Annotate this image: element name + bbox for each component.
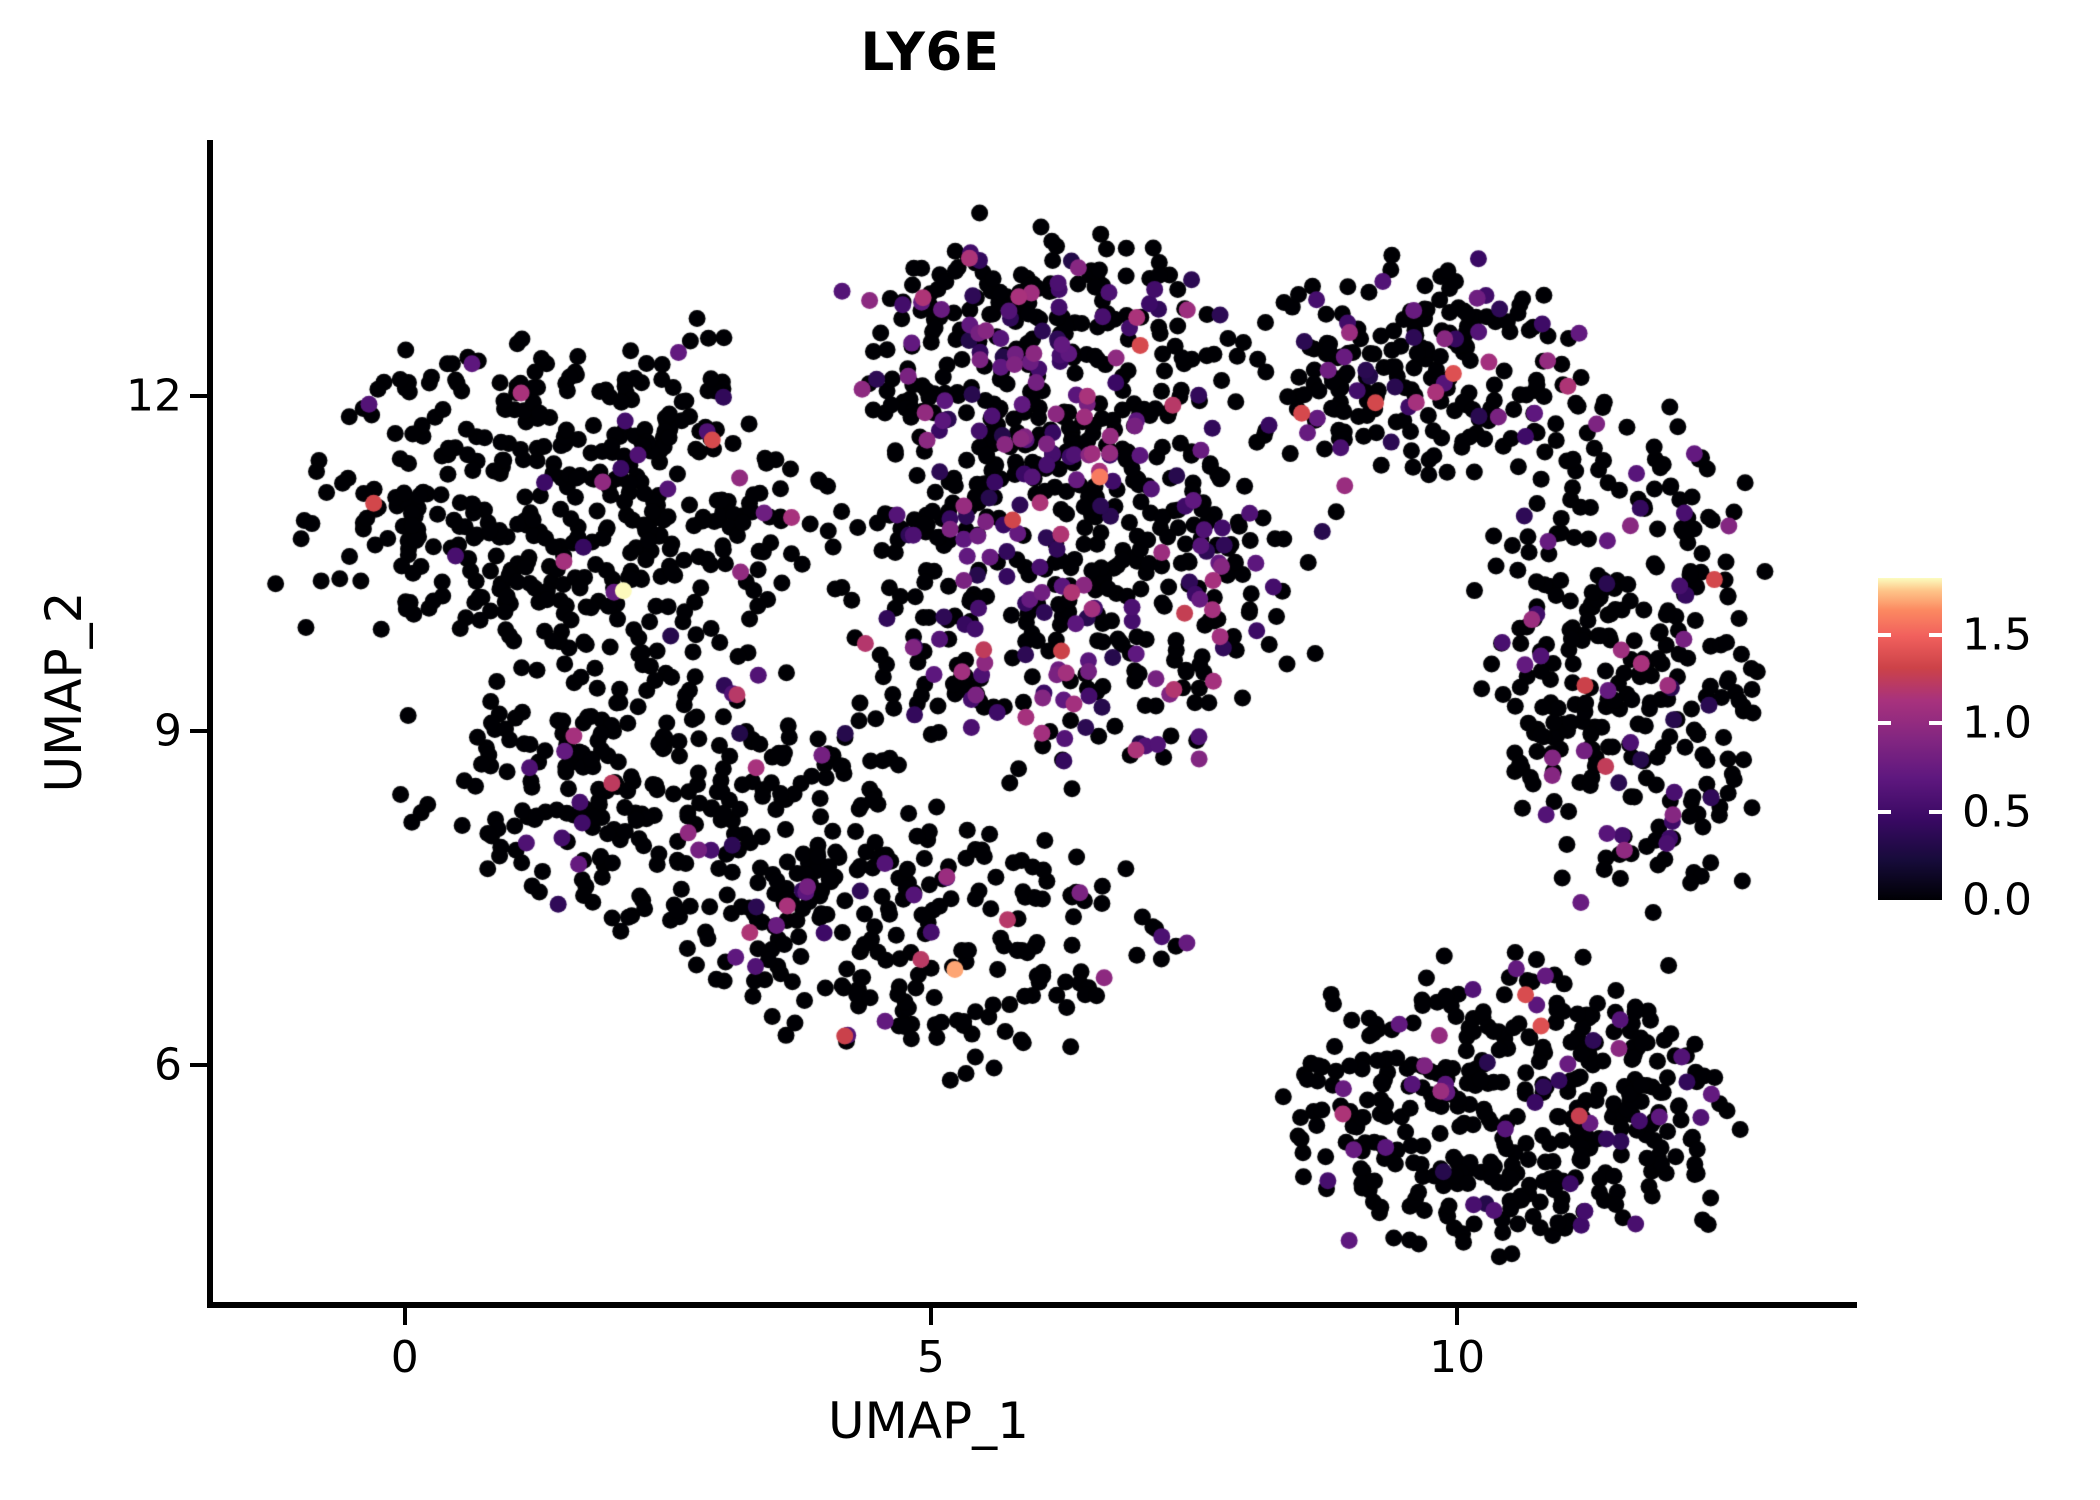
y-tick-label: 6 (154, 1039, 182, 1091)
colorbar-tick-label: 1.0 (1962, 697, 2032, 749)
x-tick-mark (1455, 1308, 1460, 1325)
page-title: LY6E (860, 22, 1000, 83)
colorbar-tick-label: 1.5 (1962, 609, 2032, 661)
y-tick-mark (190, 728, 207, 733)
colorbar-tick-mark (1929, 721, 1942, 726)
y-axis-label: UMAP_2 (35, 591, 93, 793)
colorbar-gradient-bar (1878, 578, 1942, 900)
colorbar-legend: 0.0 0.5 1.0 1.5 (1878, 578, 2078, 926)
x-tick-mark (928, 1308, 933, 1325)
y-tick-label: 12 (126, 370, 182, 422)
colorbar-tick-mark (1878, 721, 1891, 726)
scatter-plot-area (210, 140, 1857, 1305)
x-tick-label: 0 (390, 1332, 419, 1383)
colorbar-tick-label: 0.5 (1962, 786, 2032, 838)
x-tick-label: 10 (1429, 1332, 1486, 1383)
colorbar-tick-mark (1878, 632, 1891, 637)
x-axis-label: UMAP_1 (828, 1392, 1029, 1450)
y-tick-mark (190, 1063, 207, 1068)
colorbar-tick-label: 0.0 (1962, 874, 2032, 926)
scatter-points-layer (210, 140, 1857, 1305)
x-tick-mark (402, 1308, 407, 1325)
y-tick-label: 9 (154, 705, 182, 757)
colorbar-tick-mark (1929, 809, 1942, 814)
y-tick-mark (190, 394, 207, 399)
colorbar-tick-mark (1929, 632, 1942, 637)
x-tick-label: 5 (916, 1332, 945, 1383)
y-axis-spine (207, 140, 213, 1308)
x-axis-spine (207, 1302, 1857, 1308)
colorbar-tick-mark (1878, 809, 1891, 814)
